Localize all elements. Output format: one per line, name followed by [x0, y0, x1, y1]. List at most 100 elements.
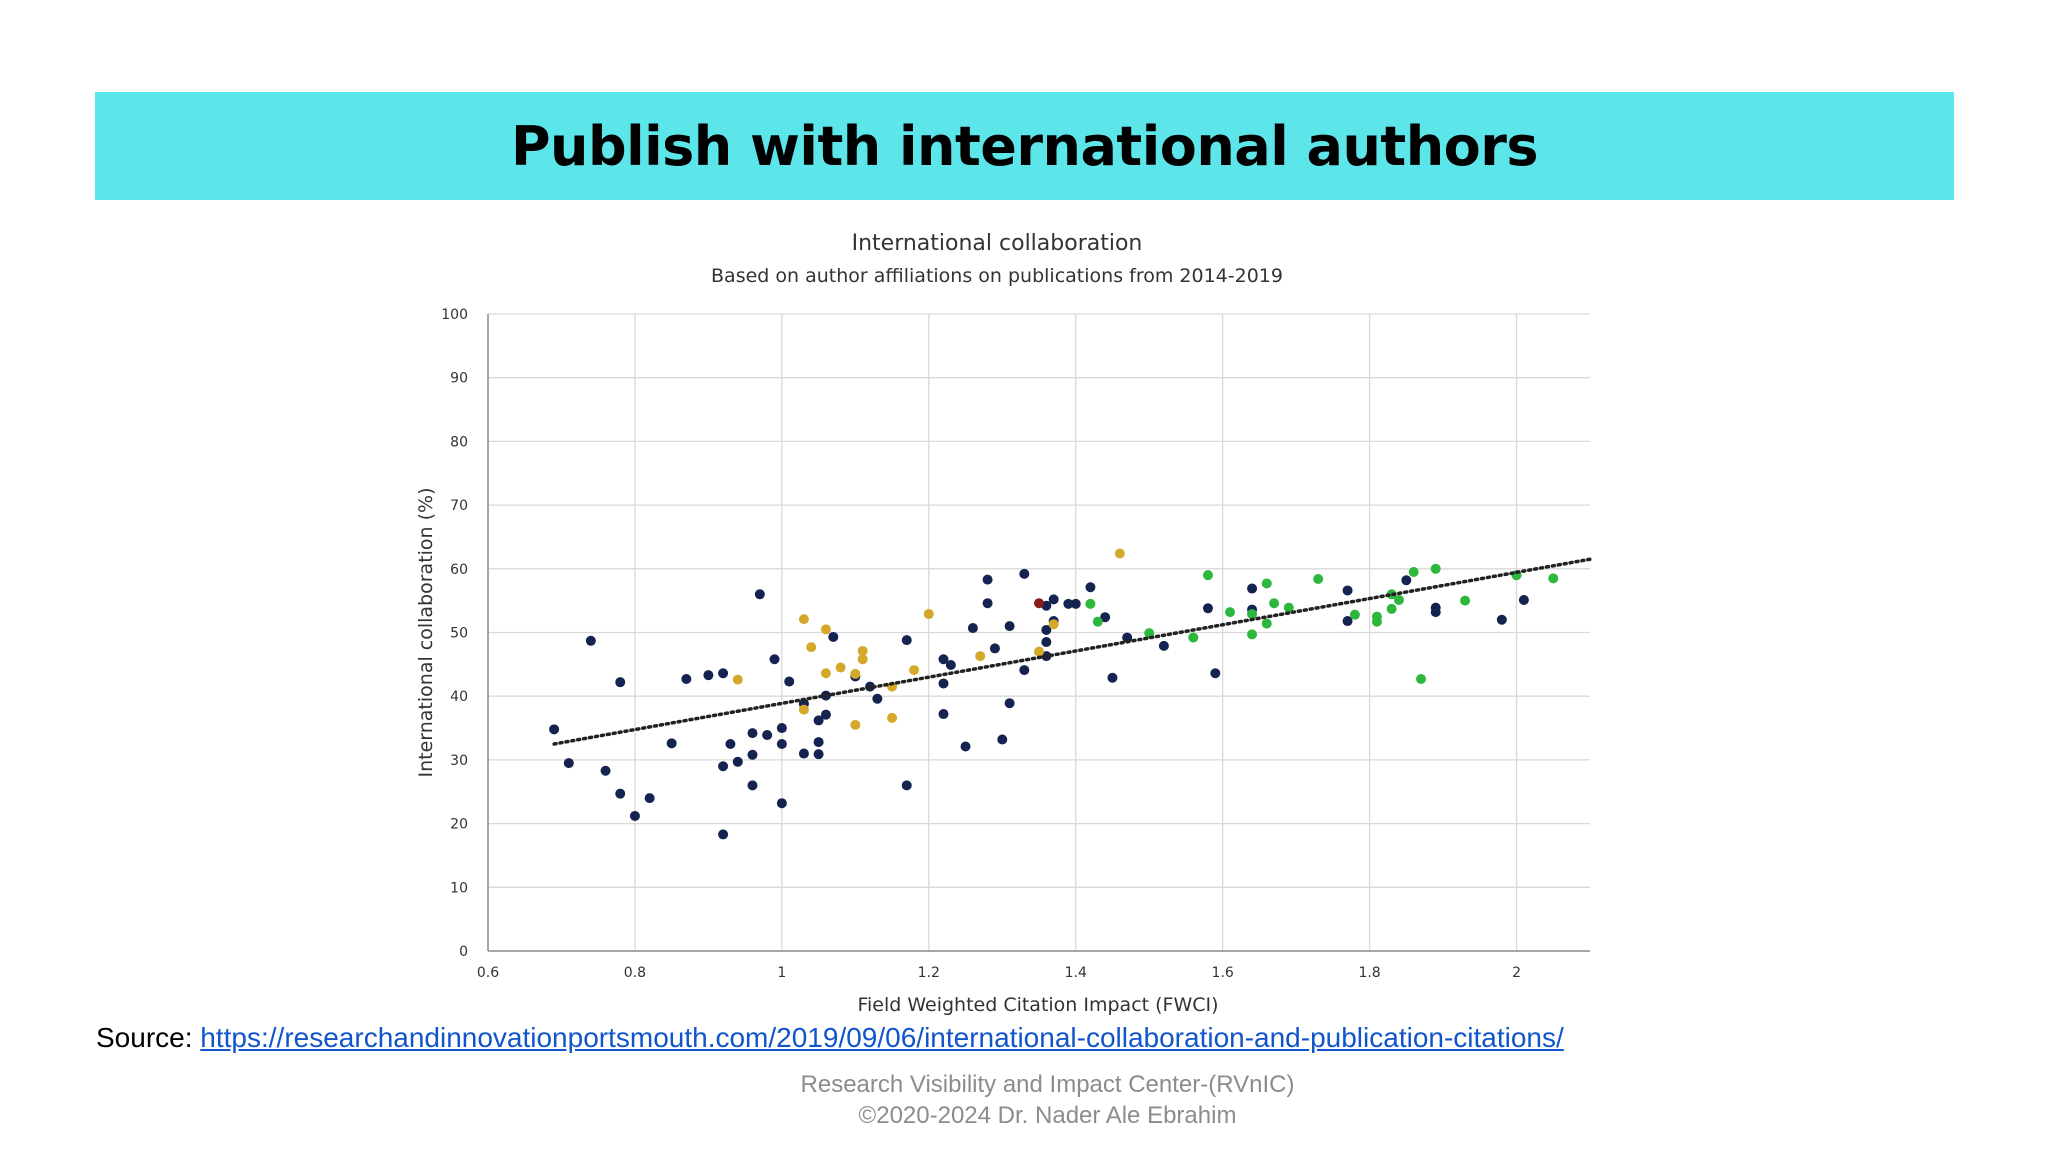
data-point — [644, 793, 655, 804]
source-label: Source: — [96, 1022, 193, 1053]
data-point — [975, 651, 986, 662]
footer-copyright: ©2020-2024 Dr. Nader Ale Ebrahim — [858, 1102, 1237, 1129]
data-point — [901, 780, 912, 791]
data-point — [1158, 640, 1169, 651]
data-point — [1041, 624, 1052, 635]
data-point — [1225, 607, 1236, 618]
data-point — [769, 654, 780, 665]
data-point — [813, 749, 824, 760]
data-point — [615, 677, 626, 688]
data-point — [1261, 578, 1272, 589]
chart-title: International collaboration — [852, 231, 1143, 256]
title-banner: Publish with international authors — [95, 92, 1954, 200]
y-tick-label: 60 — [450, 562, 468, 578]
data-point — [938, 654, 949, 665]
data-point — [901, 635, 912, 646]
data-point — [1313, 573, 1324, 584]
data-point — [1269, 598, 1280, 609]
scatter-chart: International collaboration Based on auth… — [415, 231, 1592, 1016]
data-point — [960, 741, 971, 752]
data-point — [872, 693, 883, 704]
data-point — [820, 709, 831, 720]
x-tick-label: 1.6 — [1212, 965, 1234, 981]
data-point — [600, 765, 611, 776]
data-point — [754, 589, 765, 600]
y-tick-label: 90 — [450, 371, 468, 387]
data-point — [549, 724, 560, 735]
data-point — [1019, 665, 1030, 676]
data-point — [887, 712, 898, 723]
source-link[interactable]: https://researchandinnovationportsmouth.… — [200, 1022, 1564, 1053]
y-tick-label: 0 — [459, 944, 468, 960]
data-point — [585, 635, 596, 646]
y-axis-label: International collaboration (%) — [415, 487, 437, 777]
data-point — [820, 668, 831, 679]
data-point — [1342, 585, 1353, 596]
data-point — [798, 748, 809, 759]
data-point — [967, 623, 978, 634]
x-axis-label: Field Weighted Citation Impact (FWCI) — [857, 994, 1218, 1016]
data-point — [629, 810, 640, 821]
y-tick-label: 50 — [450, 626, 468, 642]
y-tick-label: 80 — [450, 434, 468, 450]
data-point — [776, 723, 787, 734]
data-point — [938, 709, 949, 720]
data-point — [1349, 609, 1360, 620]
source-line: Source: https://researchandinnovationpor… — [96, 1022, 1564, 1054]
data-point — [828, 631, 839, 642]
y-tick-label: 100 — [441, 307, 468, 323]
data-point — [806, 642, 817, 653]
data-point — [1548, 573, 1559, 584]
y-tick-label: 20 — [450, 817, 468, 833]
y-tick-label: 70 — [450, 498, 468, 514]
data-point — [718, 829, 729, 840]
data-point — [732, 674, 743, 685]
data-point — [1092, 616, 1103, 627]
data-point — [857, 654, 868, 665]
data-point — [1041, 637, 1052, 648]
footer-organization: Research Visibility and Impact Center-(R… — [800, 1071, 1295, 1098]
x-tick-label: 0.8 — [624, 965, 646, 981]
data-point — [1210, 668, 1221, 679]
data-point — [1496, 614, 1507, 625]
x-tick-label: 0.6 — [477, 965, 499, 981]
data-point — [762, 730, 773, 741]
data-point — [1261, 618, 1272, 629]
data-point — [1202, 603, 1213, 614]
chart-subtitle: Based on author affiliations on publicat… — [711, 265, 1283, 287]
data-point — [747, 749, 758, 760]
data-point — [718, 761, 729, 772]
trendline — [552, 557, 1592, 746]
data-point — [1034, 598, 1044, 609]
data-point — [1430, 563, 1441, 574]
data-point — [747, 728, 758, 739]
data-point — [1063, 598, 1074, 609]
data-point — [820, 624, 831, 635]
data-point — [982, 574, 993, 585]
data-point — [1416, 674, 1427, 685]
y-tick-label: 40 — [450, 689, 468, 705]
data-point — [1202, 570, 1213, 581]
x-tick-label: 1 — [777, 965, 786, 981]
data-point — [1107, 672, 1118, 683]
data-point — [1004, 621, 1015, 632]
data-point — [1247, 629, 1258, 640]
data-point — [1408, 566, 1419, 577]
x-tick-label: 1.4 — [1065, 965, 1087, 981]
data-point — [1004, 698, 1015, 709]
data-point — [1342, 616, 1353, 627]
data-point — [1034, 646, 1044, 657]
data-point — [703, 670, 714, 681]
data-point — [835, 662, 846, 673]
data-point — [813, 737, 824, 748]
data-point — [1085, 582, 1096, 593]
y-tick-label: 10 — [450, 880, 468, 896]
data-point — [1019, 568, 1030, 579]
data-point — [909, 665, 920, 676]
data-point — [1430, 607, 1441, 618]
data-point — [784, 676, 795, 687]
data-point — [563, 758, 574, 769]
data-point — [776, 738, 787, 749]
data-point — [923, 609, 934, 620]
data-point — [945, 659, 956, 670]
